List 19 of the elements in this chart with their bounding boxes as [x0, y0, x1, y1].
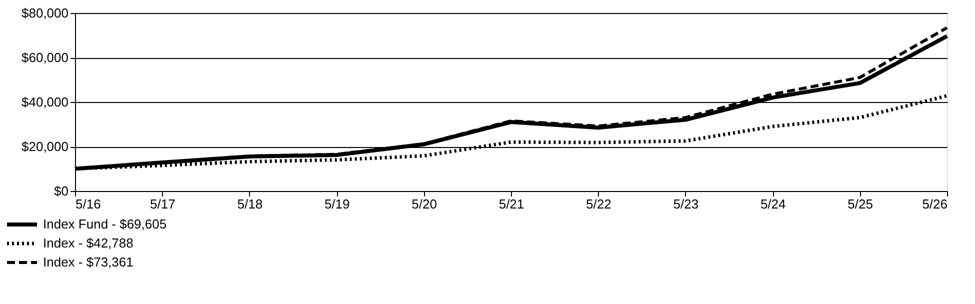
y-tick-label: $0 [54, 184, 68, 198]
y-tick-label: $80,000 [22, 6, 68, 20]
x-tick-label: 5/19 [324, 196, 350, 212]
x-tick-label: 5/16 [76, 196, 101, 212]
x-tick-label: 5/25 [848, 196, 873, 212]
x-tick-label: 5/24 [760, 196, 786, 212]
x-tick-label: 5/22 [586, 196, 612, 212]
x-tick-label: 5/17 [150, 196, 176, 212]
y-tick-label: $20,000 [22, 139, 68, 154]
legend-label: Index - $42,788 [43, 236, 134, 250]
x-tick-label: 5/20 [412, 196, 437, 212]
x-tick-label: 5/18 [237, 196, 263, 212]
y-tick-label: $60,000 [22, 50, 68, 65]
x-tick-label: 5/21 [498, 196, 524, 212]
legend-label: Index - $73,361 [43, 254, 134, 270]
x-tick-label: 5/26 [922, 196, 948, 212]
legend-label: Index Fund - $69,605 [43, 216, 167, 232]
x-tick-label: 5/23 [673, 196, 699, 212]
y-tick-label: $40,000 [22, 94, 68, 110]
